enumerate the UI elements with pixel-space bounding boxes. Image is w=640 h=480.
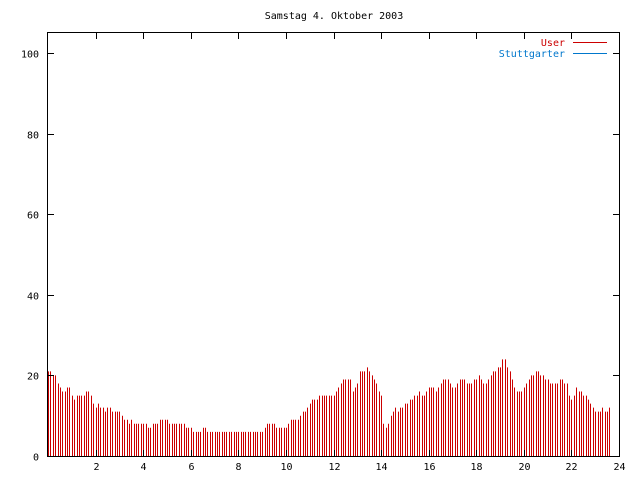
x-tick-label: 12 (328, 462, 340, 473)
plot-frame (47, 32, 620, 457)
y-tick-label: 0 (33, 453, 39, 464)
x-tick-label: 20 (518, 462, 530, 473)
x-tick-label: 6 (188, 462, 194, 473)
legend-label: User (541, 38, 565, 49)
x-tick-label: 10 (280, 462, 292, 473)
y-tick-label: 40 (27, 292, 39, 303)
x-tick-label: 22 (565, 462, 577, 473)
x-axis: 2 4 6 8 10 12 14 16 18 20 22 24 (93, 33, 626, 473)
legend-label: Stuttgarter (499, 49, 565, 60)
y-tick-label: 100 (21, 50, 39, 61)
x-tick-label: 4 (140, 462, 146, 473)
x-tick-label: 8 (235, 462, 241, 473)
x-tick-label: 16 (423, 462, 435, 473)
y-axis: 0 20 40 60 80 100 (21, 50, 619, 464)
y-tick-label: 60 (27, 211, 39, 222)
plot-bars (48, 359, 610, 456)
x-tick-label: 14 (375, 462, 387, 473)
chart-title: Samstag 4. Oktober 2003 (265, 11, 403, 22)
x-tick-label: 24 (613, 462, 625, 473)
x-tick-label: 18 (470, 462, 482, 473)
y-tick-label: 80 (27, 131, 39, 142)
x-tick-label: 2 (93, 462, 99, 473)
y-tick-label: 20 (27, 372, 39, 383)
